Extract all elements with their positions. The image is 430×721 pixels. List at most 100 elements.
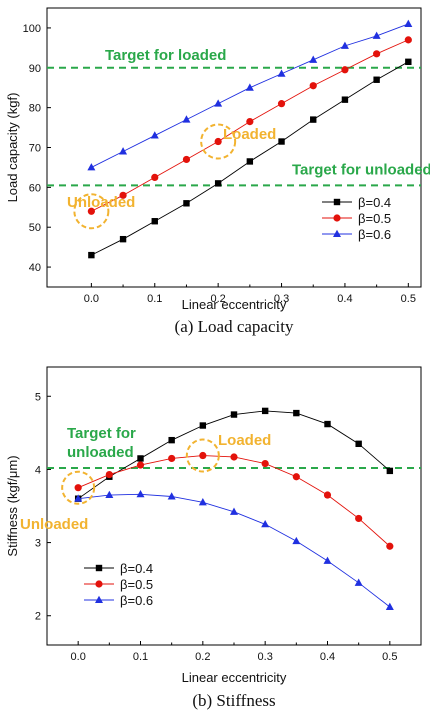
stiffness-y-tick-label: 4 [35,464,41,476]
stiffness-legend-marker [95,580,103,588]
load-data-point [151,173,159,181]
stiffness-data-point [293,409,300,417]
stiffness-x-tick-label: 0.3 [258,651,273,663]
stiffness-data-point [261,407,269,415]
stiffness-legend-marker [95,595,103,603]
load-data-point [246,158,254,165]
stiffness-data-point [261,459,269,468]
load-data-point [214,99,223,107]
load-data-point [278,138,285,145]
stiffness-target-label-line: unloaded [67,444,134,461]
load-data-point [309,82,317,90]
stiffness-annotation-circle [185,438,220,473]
stiffness-data-point [292,473,300,481]
load-data-point [119,147,128,155]
stiffness-data-point [136,461,145,469]
load-legend-label: β=0.4 [358,195,391,210]
load-y-tick-label: 80 [29,103,41,115]
stiffness-target-label: Target for unloaded [67,425,136,461]
load-legend-label: β=0.6 [358,227,391,242]
load-x-tick-label: 0.2 [211,293,226,305]
stiffness-data-point [167,492,176,500]
stiffness-legend-label: β=0.5 [120,577,153,592]
stiffness-x-tick-label: 0.5 [382,651,397,663]
stiffness-data-point [74,494,83,502]
load-data-point [310,116,317,123]
stiffness-y-tick-label: 5 [35,391,41,403]
stiffness-annotation-label: Unloaded [20,516,88,533]
load-x-tick-label: 0.3 [274,293,289,305]
load-annotation-circle [200,123,237,160]
load-target-label: Target for unloaded [292,161,430,178]
load-data-point [119,235,127,243]
stiffness-data-point [355,514,363,523]
load-data-point [405,58,412,66]
load-data-point [373,50,381,58]
load-data-point [246,117,254,126]
load-annotation-label: Unloaded [67,194,135,211]
stiffness-annotation-label: Loaded [218,432,271,449]
load-y-tick-label: 90 [29,63,41,75]
load-data-point [150,131,159,139]
stiffness-data-point [168,436,175,444]
load-data-point [277,69,286,77]
stiffness-series-line [77,455,391,547]
load-legend-marker [333,214,341,222]
load-data-point [341,66,349,74]
load-x-tick-label: 0.5 [401,293,416,305]
load-plot-frame [46,7,422,288]
stiffness-data-point [230,411,238,418]
stiffness-data-point [386,467,394,475]
stiffness-data-point [137,455,144,462]
stiffness-data-point [105,470,113,479]
stiffness-data-point [105,490,114,499]
load-annotation-label: Loaded [223,126,276,143]
load-y-tick-label: 100 [23,23,41,35]
load-data-point [404,36,412,44]
stiffness-x-tick-label: 0.2 [195,651,210,663]
load-annotation-circle [73,193,110,230]
load-data-point [277,100,286,108]
stiffness-data-point [324,420,331,428]
load-data-point [88,251,95,259]
stiffness-data-point [354,578,363,586]
load-y-tick-label: 60 [29,182,41,194]
load-data-point [214,180,222,187]
stiffness-y-tick-label: 2 [35,611,41,623]
load-y-axis-label: Load capacity (kgf) [5,93,20,203]
stiffness-data-point [323,556,332,564]
stiffness-legend-marker [95,564,103,572]
load-data-point [182,115,191,123]
stiffness-data-point [74,484,82,492]
stiffness-target-label-line: Target for [67,425,136,442]
load-legend-label: β=0.5 [358,211,391,226]
load-y-tick-label: 50 [29,222,41,234]
load-series-line [91,23,409,168]
load-data-point [340,41,349,49]
stiffness-annotation-circle [61,470,96,505]
stiffness-legend-label: β=0.6 [120,593,153,608]
load-data-point [245,83,254,91]
stiffness-data-point [199,451,207,460]
load-target-label: Target for loaded [105,47,226,64]
load-data-point [341,96,349,103]
stiffness-y-axis-label: Stiffness (kgf/μm) [5,455,20,556]
load-data-point [151,218,158,225]
stiffness-data-point [292,536,301,545]
stiffness-plot-frame [46,366,422,646]
stiffness-y-tick-label: 3 [35,538,41,550]
load-x-tick-label: 0.1 [147,293,162,305]
stiffness-data-point [323,491,332,499]
stiffness-data-point [230,507,238,515]
load-data-point [372,31,381,39]
load-legend-marker [333,198,341,206]
stiffness-x-tick-label: 0.4 [320,651,335,663]
stiffness-data-point [198,498,207,506]
load-data-point [119,191,127,199]
load-data-point [309,55,318,63]
stiffness-x-axis-label: Linear eccentricity [182,670,287,685]
load-data-point [373,76,380,83]
stiffness-data-point [168,454,176,463]
stiffness-caption: (b) Stiffness [192,691,275,710]
